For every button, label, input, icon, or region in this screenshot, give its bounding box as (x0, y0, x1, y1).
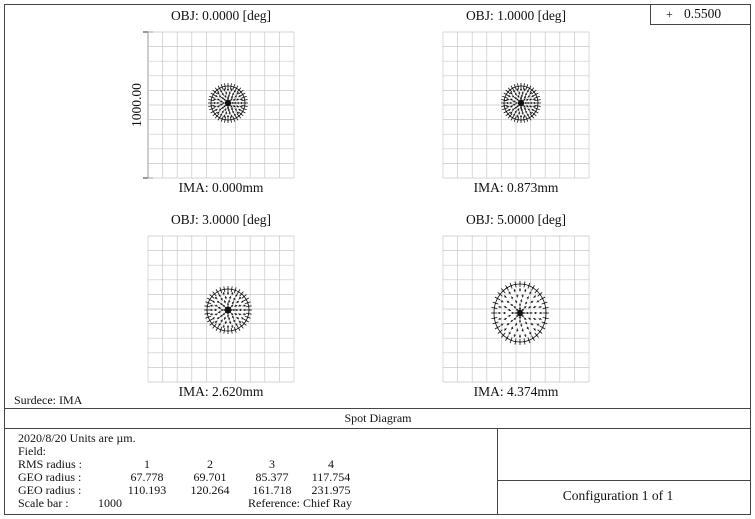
spot-core (225, 306, 231, 314)
field-number: 4 (328, 457, 334, 471)
panel-ima-label: IMA: 0.000mm (179, 180, 264, 195)
rms-value: 85.377 (256, 470, 289, 484)
window-title: Spot Diagram (345, 411, 413, 425)
geo-value: 110.193 (128, 483, 167, 497)
field-number: 2 (207, 457, 213, 471)
panel-obj-title: OBJ: 3.0000 [deg] (171, 212, 271, 227)
rms-value: 67.778 (131, 470, 164, 484)
spot-ring (206, 288, 250, 332)
configuration: Configuration 1 of 1 (563, 488, 674, 503)
field-number: 3 (269, 457, 275, 471)
rms-value: 69.701 (194, 470, 227, 484)
rms-label: RMS radius : (18, 457, 82, 471)
spot-core (518, 99, 524, 107)
spot-ring (503, 85, 539, 121)
spot-ring (493, 283, 547, 343)
rms-value: 117.754 (312, 470, 351, 484)
panel-obj-title: OBJ: 5.0000 [deg] (466, 212, 566, 227)
scale-bar-info-label: Scale bar : (18, 496, 69, 510)
surface-label: Surdece: IMA (14, 393, 83, 407)
spot-core (225, 99, 231, 107)
date-units: 2020/8/20 Units are µm. (18, 431, 136, 445)
spot-core (517, 309, 523, 317)
scale-bar-info: 1000 (98, 496, 122, 510)
reference: Reference: Chief Ray (248, 496, 352, 510)
panel-ima-label: IMA: 0.873mm (474, 180, 559, 195)
legend-box (650, 4, 751, 25)
panel-obj-title: OBJ: 1.0000 [deg] (466, 8, 566, 23)
legend-symbol: + (666, 7, 673, 21)
scale-bar-label: 1000.00 (129, 83, 144, 127)
panel-ima-label: IMA: 2.620mm (179, 384, 264, 399)
outer-frame (4, 4, 751, 515)
field-number: 1 (144, 457, 150, 471)
spot-ring (210, 85, 246, 121)
geo-label: GEO radius : (18, 470, 81, 484)
legend-wavelength: 0.5500 (684, 6, 721, 21)
geo-value: 161.718 (253, 483, 292, 497)
panel-obj-title: OBJ: 0.0000 [deg] (171, 8, 271, 23)
field-label: Field: (18, 444, 46, 458)
geo-label: GEO radius : (18, 483, 81, 497)
geo-value: 231.975 (312, 483, 351, 497)
panel-ima-label: IMA: 4.374mm (474, 384, 559, 399)
geo-value: 120.264 (191, 483, 230, 497)
